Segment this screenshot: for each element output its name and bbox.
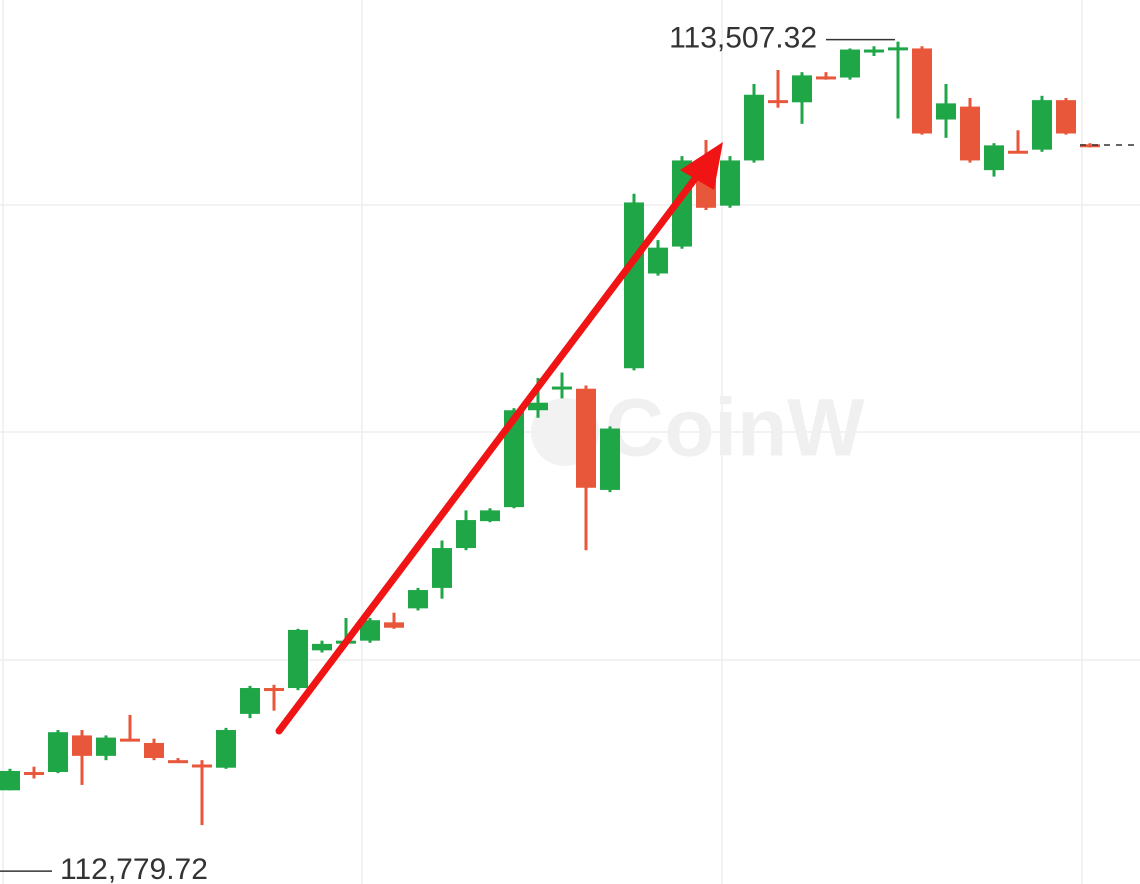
candle-body — [72, 735, 92, 756]
candle-body — [264, 688, 284, 692]
candle-body — [144, 742, 164, 759]
high-label: 113,507.32 — [669, 22, 817, 55]
candle-body — [984, 145, 1004, 171]
candle-body — [960, 106, 980, 161]
candle-body — [648, 247, 668, 274]
trend-arrow-head — [680, 142, 723, 190]
candle-body — [768, 100, 788, 104]
trend-arrow — [275, 168, 704, 735]
candle-body — [936, 103, 956, 120]
candle-body — [192, 764, 212, 768]
candle-body — [120, 738, 140, 742]
low-label: 112,779.72 — [60, 853, 208, 884]
candle-body — [240, 688, 260, 714]
candle-body — [24, 772, 44, 776]
candle-body — [864, 49, 884, 53]
candle-body — [528, 402, 548, 411]
candle-body — [360, 620, 380, 641]
candle-body — [576, 388, 596, 488]
candle-body — [96, 737, 116, 756]
candle-body — [1032, 100, 1052, 150]
candle-body — [888, 47, 908, 51]
candle-body — [168, 760, 188, 764]
candle-body — [720, 160, 740, 206]
candle-body — [384, 622, 404, 628]
candle-body — [480, 510, 500, 522]
candle-body — [312, 643, 332, 651]
candle-body — [0, 770, 20, 791]
candle-body — [552, 386, 572, 390]
candle-body — [912, 48, 932, 134]
candle-body — [672, 160, 692, 247]
candle-body — [792, 75, 812, 103]
candle-body — [1008, 150, 1028, 154]
candle-body — [840, 49, 860, 78]
candle-body — [600, 428, 620, 490]
candle-body — [1056, 100, 1076, 134]
candle-body — [624, 202, 644, 369]
candle-body — [216, 730, 236, 768]
candle-body — [288, 629, 308, 689]
candle-body — [816, 76, 836, 80]
candles — [0, 41, 1100, 826]
candle-body — [744, 94, 764, 161]
candle-body — [1080, 144, 1100, 148]
candle-body — [504, 410, 524, 508]
candle-body — [48, 732, 68, 773]
candle-body — [432, 548, 452, 588]
candle-body — [456, 520, 476, 549]
candle-body — [408, 590, 428, 609]
watermark: CoinW — [605, 383, 865, 474]
